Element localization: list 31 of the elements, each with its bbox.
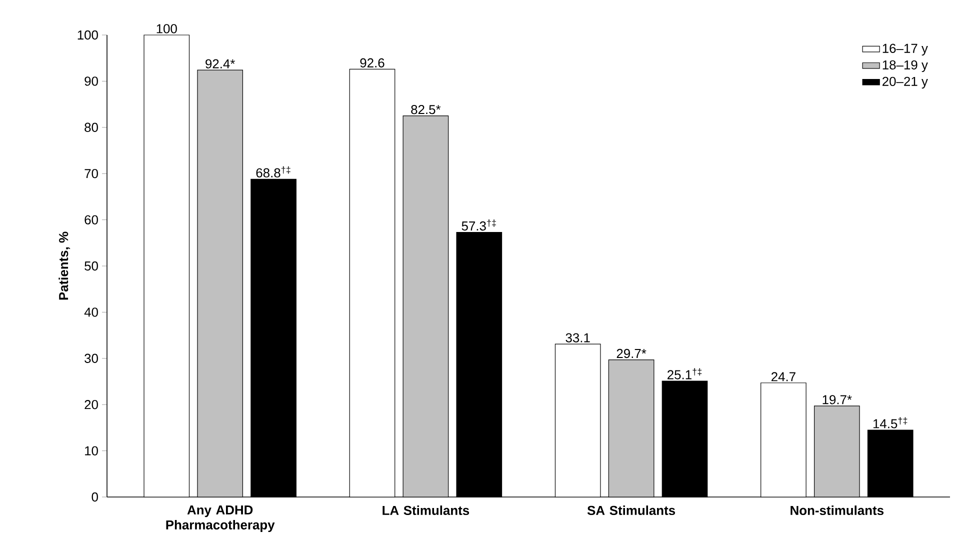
- y-tick-label: 60: [84, 215, 98, 224]
- y-tick-label: 90: [84, 76, 98, 86]
- data-label: 33.1: [566, 333, 590, 342]
- data-label: 24.7: [772, 372, 796, 381]
- legend-label: 16–17 y: [882, 44, 928, 56]
- data-label: 68.8$^{†‡}$: [256, 166, 290, 178]
- y-tick-label: 50: [84, 261, 98, 270]
- data-label: 92.4*: [206, 59, 236, 68]
- data-label: 29.7*: [616, 348, 646, 358]
- data-label: 25.1$^{†‡}$: [668, 368, 702, 380]
- y-tick-label: 20: [84, 400, 98, 409]
- data-label: 100: [156, 24, 177, 34]
- x-tick-label: Any ADHD Pharmacotherapy: [166, 505, 275, 532]
- legend-label: 20–21 y: [882, 76, 928, 88]
- x-tick-label: Non-stimulants: [790, 505, 884, 515]
- y-tick-label: 40: [84, 307, 98, 317]
- x-tick-label: LA Stimulants: [382, 505, 470, 515]
- y-tick-label: 0: [92, 492, 98, 502]
- y-axis-title: Patients, %: [58, 232, 70, 300]
- data-label: 57.3$^{†‡}$: [462, 219, 496, 230]
- y-tick-label: 30: [84, 354, 98, 363]
- data-label: 82.5*: [411, 104, 441, 114]
- legend-label: 18–19 y: [882, 60, 928, 72]
- x-tick-label: SA Stimulants: [587, 505, 676, 515]
- y-tick-label: 70: [84, 168, 98, 178]
- data-label: 14.5$^{†‡}$: [873, 417, 908, 428]
- data-label: 92.6: [360, 58, 384, 68]
- y-tick-label: 80: [84, 122, 98, 132]
- data-label: 19.7*: [822, 394, 852, 404]
- y-tick-label: 100: [78, 30, 98, 40]
- y-tick-label: 10: [85, 446, 98, 456]
